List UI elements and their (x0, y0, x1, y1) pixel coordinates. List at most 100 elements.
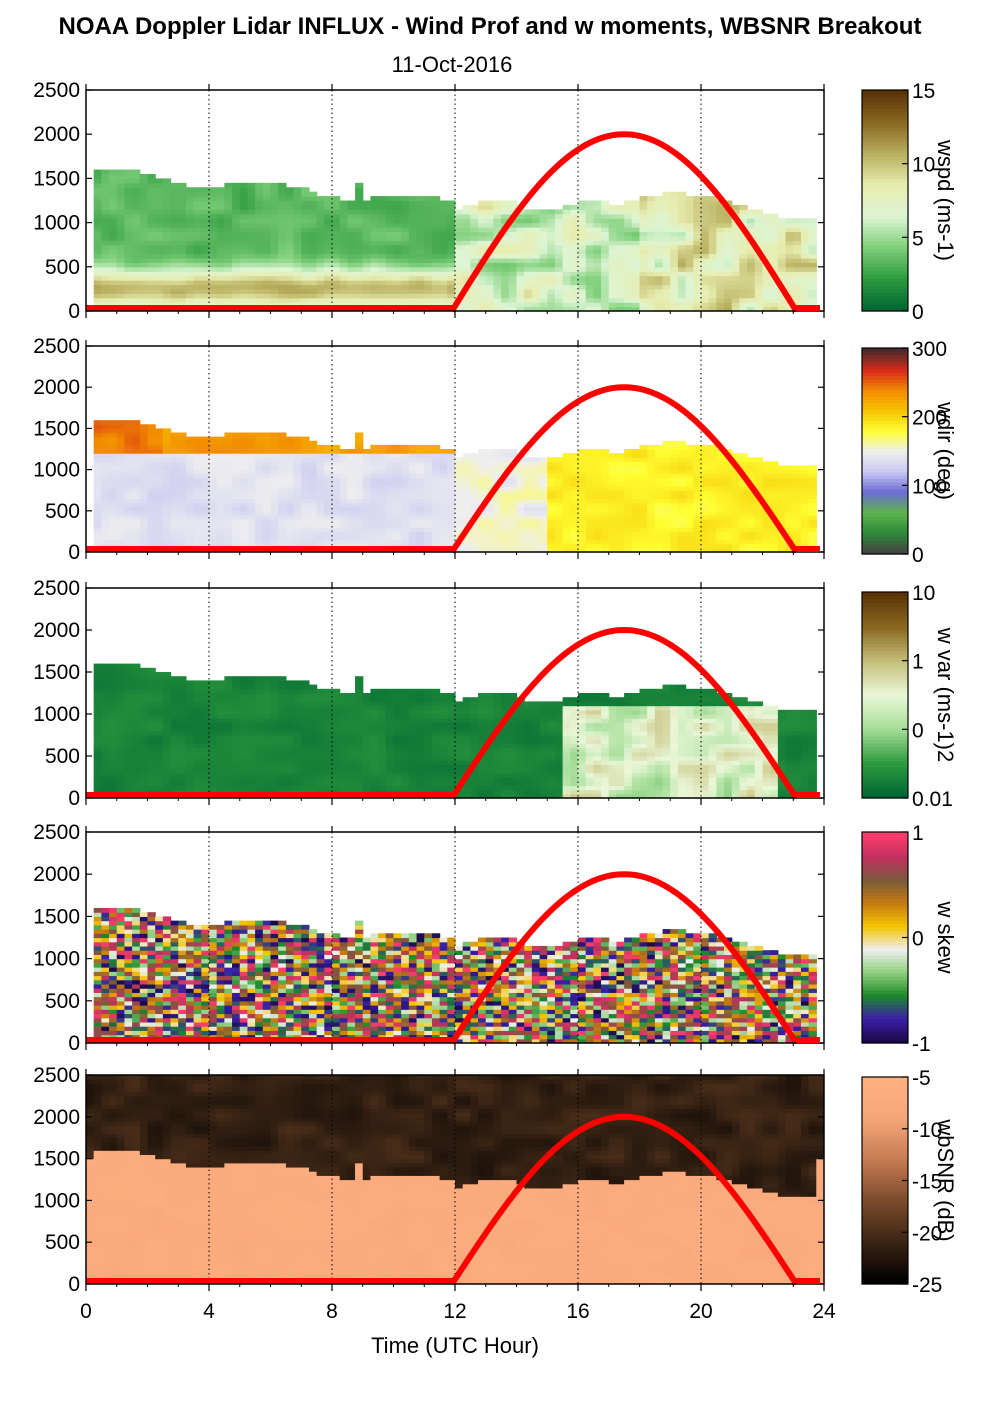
heatmap-cell (585, 506, 594, 512)
heatmap-cell (508, 449, 518, 454)
heatmap-cell (370, 494, 379, 500)
heatmap-cell (647, 235, 656, 241)
colorbar-swatch (862, 159, 908, 165)
heatmap-cell (239, 196, 249, 202)
heatmap-cell (239, 527, 249, 532)
heatmap-cell (408, 473, 418, 479)
heatmap-cell (677, 514, 687, 520)
heatmap-cell (285, 200, 295, 206)
heatmap-cell (216, 275, 225, 281)
heatmap-cell (370, 502, 379, 508)
heatmap-cell (685, 539, 694, 545)
colorbar-swatch (862, 193, 908, 198)
heatmap-cell (493, 200, 502, 206)
heatmap-cell (716, 209, 725, 215)
heatmap-cell (101, 523, 110, 528)
heatmap-cell (355, 182, 364, 188)
heatmap-cell (501, 253, 510, 259)
heatmap-cell (247, 449, 256, 454)
heatmap-cell (608, 204, 618, 210)
heatmap-cell (462, 494, 471, 500)
heatmap-cell (593, 200, 602, 206)
heatmap-cell (447, 535, 456, 541)
heatmap-cell (624, 539, 633, 545)
heatmap-cell (278, 218, 287, 224)
heatmap-cell (339, 535, 348, 541)
heatmap-cell (693, 465, 702, 471)
heatmap-cell (339, 519, 348, 524)
heatmap-cell (601, 200, 610, 206)
heatmap-cell (808, 280, 817, 286)
heatmap-cell (478, 486, 487, 491)
heatmap-cell (93, 436, 102, 442)
heatmap-cell (647, 244, 656, 250)
heatmap-cell (693, 481, 702, 487)
heatmap-cell (262, 231, 272, 237)
heatmap-cell (239, 477, 249, 483)
heatmap-cell (685, 473, 694, 479)
heatmap-cell (654, 543, 664, 549)
heatmap-cell (170, 436, 179, 442)
heatmap-cell (747, 531, 756, 537)
heatmap-cell (808, 288, 817, 294)
heatmap-cell (339, 284, 348, 290)
heatmap-cell (278, 432, 287, 438)
heatmap-cell (101, 235, 110, 241)
heatmap-cell (347, 457, 356, 462)
heatmap-cell (139, 502, 149, 508)
heatmap-cell (124, 494, 133, 500)
heatmap-cell (124, 196, 133, 202)
heatmap-cell (800, 288, 810, 294)
heatmap-cell (724, 510, 733, 516)
heatmap-cell (247, 297, 256, 303)
heatmap-cell (516, 473, 525, 479)
heatmap-cell (770, 535, 779, 541)
heatmap-cell (109, 169, 118, 175)
heatmap-cell (716, 249, 725, 255)
heatmap-cell (147, 196, 156, 202)
heatmap-cell (101, 494, 110, 500)
heatmap-cell (785, 275, 794, 281)
heatmap-cell (239, 519, 249, 524)
heatmap-cell (578, 253, 587, 259)
heatmap-cell (531, 302, 541, 308)
heatmap-cell (639, 227, 648, 233)
heatmap-cell (232, 461, 241, 467)
heatmap-cell (601, 531, 610, 537)
colorbar-swatch (862, 178, 908, 183)
heatmap-cell (393, 510, 402, 516)
heatmap-cell (639, 473, 648, 479)
heatmap-cell (293, 262, 302, 268)
heatmap-cell (654, 453, 664, 458)
heatmap-cell (147, 213, 156, 219)
heatmap-cell (116, 510, 126, 516)
heatmap-cell (431, 249, 441, 255)
heatmap-cell (355, 444, 364, 450)
heatmap-cell (155, 523, 164, 528)
heatmap-cell (431, 473, 441, 479)
heatmap-cell (424, 200, 433, 206)
heatmap-cell (616, 284, 625, 290)
heatmap-cell (785, 227, 794, 233)
heatmap-cell (308, 490, 318, 495)
heatmap-cell (716, 306, 725, 311)
heatmap-cell (639, 284, 648, 290)
heatmap-cell (501, 506, 510, 512)
heatmap-cell (708, 523, 717, 528)
heatmap-cell (101, 539, 110, 545)
heatmap-cell (424, 209, 433, 215)
heatmap-cell (393, 477, 402, 483)
heatmap-cell (362, 302, 372, 308)
heatmap-cell (193, 284, 202, 290)
heatmap-cell (470, 253, 479, 259)
heatmap-cell (147, 218, 156, 224)
heatmap-cell (501, 490, 510, 495)
heatmap-cell (155, 486, 164, 491)
heatmap-cell (301, 213, 310, 219)
heatmap-cell (647, 465, 656, 471)
heatmap-cell (216, 244, 225, 250)
heatmap-cell (109, 204, 118, 210)
heatmap-cell (201, 457, 210, 462)
heatmap-cell (431, 494, 441, 500)
colorbar-swatch (862, 296, 908, 301)
